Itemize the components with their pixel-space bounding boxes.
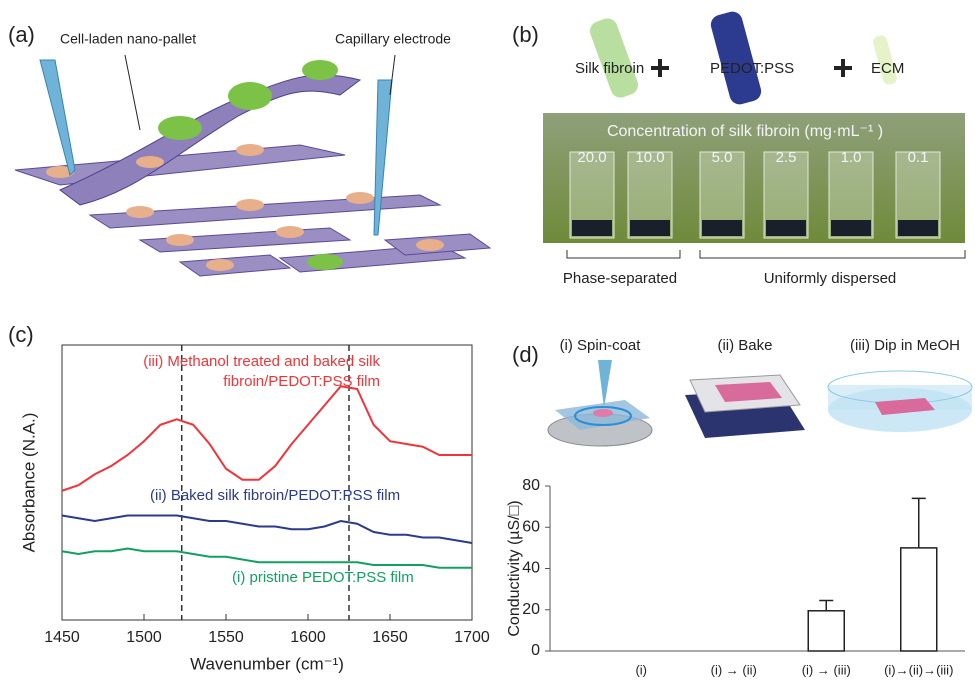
concentration-label: 10.0 — [635, 149, 664, 166]
panel-label: (b) — [512, 22, 539, 47]
tubes — [587, 9, 898, 106]
vial-content — [898, 220, 938, 236]
photo-title: Concentration of silk fibroin (mg·mL⁻¹ ) — [607, 123, 883, 140]
concentration-label: 20.0 — [577, 149, 606, 166]
vial-content — [630, 220, 670, 236]
group-label: Phase-separated — [563, 270, 677, 287]
panel-label: (c) — [8, 322, 34, 347]
x-axis-label: Wavenumber (cm⁻¹) — [190, 654, 344, 673]
x-tick-label: 1600 — [290, 629, 326, 646]
illustration-a — [15, 55, 490, 276]
series-label: (iii) Methanol treated and baked silk fi… — [60, 352, 380, 392]
concentration-label: 2.5 — [776, 149, 797, 166]
x-tick-label: (i)→(ii)→(iii) — [884, 662, 953, 677]
x-tick-label: (i) → (ii) — [711, 662, 757, 677]
figure: (a) Cell-laden nano-pallet Capillary ele… — [0, 0, 975, 684]
x-tick-label: (i) → (iii) — [802, 662, 851, 677]
y-tick-label: 80 — [522, 477, 540, 494]
process-illustration — [548, 360, 972, 446]
component: ECM — [871, 60, 904, 77]
vial-content — [702, 220, 742, 236]
vial-content — [572, 220, 612, 236]
y-tick-label: 20 — [522, 601, 540, 618]
x-tick-label: 1450 — [44, 629, 80, 646]
bar — [901, 548, 937, 651]
x-tick-label: 1550 — [208, 629, 244, 646]
series-line — [62, 549, 472, 568]
concentration-label: 1.0 — [841, 149, 862, 166]
concentration-label: 0.1 — [908, 149, 929, 166]
x-tick-label: 1500 — [126, 629, 162, 646]
panel-label: (d) — [512, 342, 539, 367]
y-tick-label: 40 — [522, 560, 540, 577]
error-bar — [912, 498, 926, 548]
vial-content — [766, 220, 806, 236]
y-tick-label: 0 — [531, 642, 540, 659]
y-axis-label: Absorbance (N.A.) — [19, 413, 38, 553]
panel-label: (a) — [8, 22, 35, 47]
bar — [808, 611, 844, 651]
step-label: (iii) Dip in MeOH — [850, 337, 960, 354]
y-axis-label: Conductivity (µS/□) — [506, 500, 523, 636]
series-label-box: (iii) Methanol treated and baked silk fi… — [60, 352, 380, 402]
x-tick-label: 1650 — [372, 629, 408, 646]
component: PEDOT:PSS — [710, 60, 794, 77]
bracket — [567, 250, 965, 258]
callout: Capillary electrode — [335, 31, 451, 47]
series-label: (i) pristine PEDOT:PSS film — [232, 568, 492, 588]
group-label: Uniformly dispersed — [764, 270, 897, 287]
callout: Cell-laden nano-pallet — [60, 31, 196, 47]
component: Silk fibroin — [575, 60, 644, 77]
y-tick-label: 60 — [522, 518, 540, 535]
vial-content — [831, 220, 871, 236]
x-tick-label: (i) — [635, 662, 647, 677]
series-label-box: (i) pristine PEDOT:PSS film — [232, 568, 492, 618]
series-label: (ii) Baked silk fibroin/PEDOT:PSS film — [150, 486, 470, 506]
error-bar — [819, 600, 833, 610]
x-tick-label: 1700 — [454, 629, 490, 646]
concentration-label: 5.0 — [712, 149, 733, 166]
step-label: (i) Spin-coat — [560, 337, 642, 354]
series-label-box: (ii) Baked silk fibroin/PEDOT:PSS film — [150, 486, 470, 536]
step-label: (ii) Bake — [717, 337, 772, 354]
